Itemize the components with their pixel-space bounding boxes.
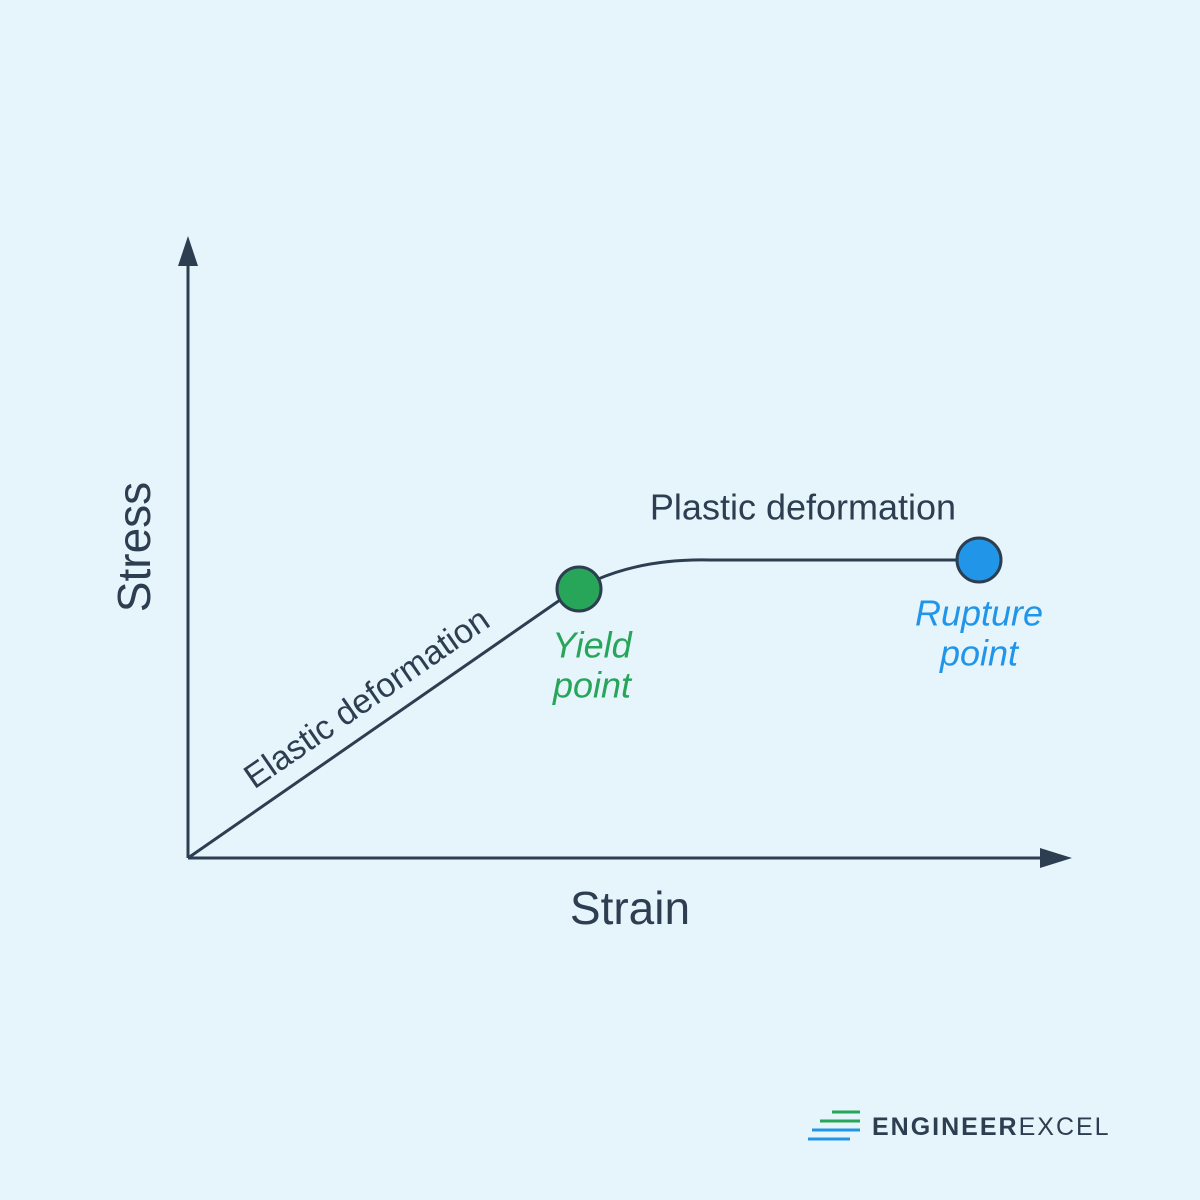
yield-label: point [552,665,633,706]
rupture-point-marker [955,536,1003,584]
yield-label: Yield [552,625,632,666]
rupture-label: point [939,633,1020,674]
x-axis-label: Strain [570,882,690,934]
rupture-label: Rupture [915,593,1043,634]
logo-icon [808,1110,860,1141]
yield-point-marker [555,565,603,613]
logo-text: ENGINEEREXCEL [872,1113,1111,1141]
y-axis-label: Stress [108,482,160,612]
x-arrow [1040,848,1072,868]
logo-part2: EXCEL [1019,1113,1111,1141]
y-arrow [178,236,198,266]
plastic-label: Plastic deformation [650,487,956,528]
logo-part1: ENGINEER [872,1113,1019,1141]
